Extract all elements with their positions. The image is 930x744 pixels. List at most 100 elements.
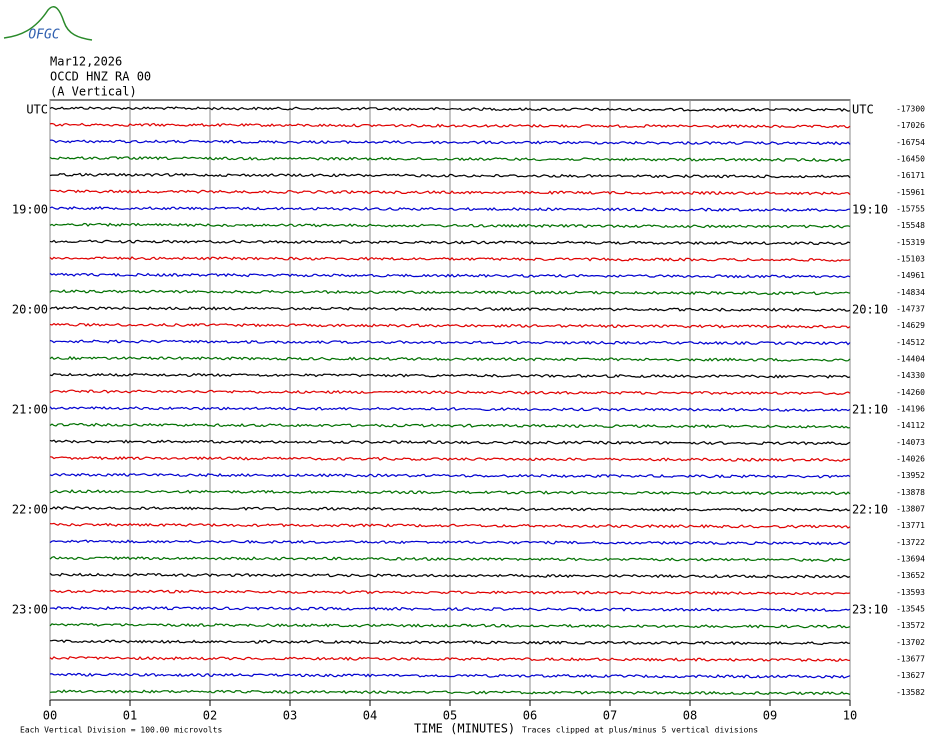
trace bbox=[49, 272, 851, 279]
trace bbox=[49, 656, 851, 662]
left-time-label: 19:00 bbox=[12, 203, 48, 217]
trace-offset: -16171 bbox=[896, 171, 925, 180]
trace-offset: -13878 bbox=[896, 488, 925, 497]
trace bbox=[49, 189, 851, 196]
right-time-label: 22:10 bbox=[852, 503, 888, 517]
trace bbox=[49, 556, 851, 562]
x-tick-label: 01 bbox=[123, 709, 137, 723]
x-tick-label: 09 bbox=[763, 709, 777, 723]
trace-offset: -13807 bbox=[896, 505, 925, 514]
trace-offset: -13627 bbox=[896, 671, 925, 680]
x-axis-label: TIME (MINUTES) bbox=[414, 722, 515, 736]
trace-offset: -16754 bbox=[896, 138, 925, 147]
trace bbox=[49, 622, 851, 629]
trace-offset: -16450 bbox=[896, 155, 925, 164]
trace bbox=[49, 472, 851, 479]
logo-curve bbox=[3, 6, 93, 41]
left-time-label: 23:00 bbox=[12, 603, 48, 617]
trace bbox=[49, 172, 851, 179]
trace bbox=[49, 539, 851, 546]
trace bbox=[49, 289, 851, 296]
trace-offset: -14834 bbox=[896, 288, 925, 297]
trace bbox=[50, 506, 851, 512]
trace-offset: -14196 bbox=[896, 405, 925, 414]
left-time-label: 21:00 bbox=[12, 403, 48, 417]
trace-offset: -13545 bbox=[896, 605, 925, 614]
x-tick-label: 02 bbox=[203, 709, 217, 723]
right-time-label: UTC bbox=[852, 103, 874, 117]
note: Each Vertical Division = 100.00 microvol… bbox=[20, 726, 222, 735]
x-tick-label: 07 bbox=[603, 709, 617, 723]
left-time-label: 22:00 bbox=[12, 503, 48, 517]
trace bbox=[49, 339, 851, 346]
right-time-label: 21:10 bbox=[852, 403, 888, 417]
trace bbox=[49, 589, 851, 596]
trace-offset: -14737 bbox=[896, 305, 925, 314]
trace bbox=[49, 389, 851, 396]
trace bbox=[49, 406, 851, 412]
x-tick-label: 08 bbox=[683, 709, 697, 723]
x-tick-label: 05 bbox=[443, 709, 457, 723]
trace bbox=[49, 122, 851, 129]
trace-offset: -14629 bbox=[896, 321, 925, 330]
trace-offset: -14112 bbox=[896, 421, 925, 430]
x-tick-label: 00 bbox=[43, 709, 57, 723]
trace-offset: -14073 bbox=[896, 438, 925, 447]
trace bbox=[49, 689, 851, 696]
trace bbox=[49, 605, 851, 612]
logo-text: OFGC bbox=[28, 28, 59, 43]
right-time-label: 19:10 bbox=[852, 203, 888, 217]
trace-offset: -15961 bbox=[896, 188, 925, 197]
trace-offset: -13582 bbox=[896, 688, 925, 697]
trace-offset: -14026 bbox=[896, 455, 925, 464]
x-tick-label: 06 bbox=[523, 709, 537, 723]
trace-offset: -15755 bbox=[896, 205, 925, 214]
trace-offset: -17026 bbox=[896, 121, 925, 130]
header-line: Mar12,2026 bbox=[50, 55, 122, 69]
trace bbox=[49, 205, 851, 212]
trace bbox=[49, 422, 851, 429]
trace bbox=[49, 322, 851, 329]
trace-offset: -14512 bbox=[896, 338, 925, 347]
trace-offset: -14404 bbox=[896, 355, 925, 364]
trace bbox=[49, 522, 851, 529]
trace-offset: -14260 bbox=[896, 388, 925, 397]
trace bbox=[49, 572, 851, 579]
logo: OFGC bbox=[3, 6, 93, 43]
trace-offset: -17300 bbox=[896, 105, 925, 114]
x-tick-label: 10 bbox=[843, 709, 857, 723]
left-time-label: UTC bbox=[26, 103, 48, 117]
trace-offset: -14961 bbox=[896, 271, 925, 280]
trace bbox=[49, 639, 851, 646]
trace-offset: -13952 bbox=[896, 471, 925, 480]
trace-offset: -15319 bbox=[896, 238, 925, 247]
trace bbox=[49, 139, 851, 146]
note: Traces clipped at plus/minus 5 vertical … bbox=[522, 726, 758, 735]
header-line: (A Vertical) bbox=[50, 85, 137, 99]
trace bbox=[49, 106, 851, 112]
trace-offset: -13572 bbox=[896, 621, 925, 630]
x-tick-label: 04 bbox=[363, 709, 377, 723]
trace-offset: -13771 bbox=[896, 521, 925, 530]
trace bbox=[49, 672, 851, 679]
trace bbox=[49, 455, 850, 462]
trace-offset: -13702 bbox=[896, 638, 925, 647]
trace-offset: -13722 bbox=[896, 538, 925, 547]
trace-offset: -13593 bbox=[896, 588, 925, 597]
trace bbox=[49, 439, 851, 446]
trace bbox=[49, 306, 851, 312]
trace bbox=[49, 222, 851, 229]
trace bbox=[49, 489, 851, 496]
trace-offset: -13694 bbox=[896, 555, 925, 564]
x-tick-label: 03 bbox=[283, 709, 297, 723]
left-time-label: 20:00 bbox=[12, 303, 48, 317]
trace bbox=[49, 239, 851, 246]
trace-offset: -13652 bbox=[896, 571, 925, 580]
trace-offset: -15103 bbox=[896, 255, 925, 264]
right-time-label: 20:10 bbox=[852, 303, 888, 317]
header-line: OCCD HNZ RA 00 bbox=[50, 70, 151, 84]
trace bbox=[49, 355, 851, 362]
trace bbox=[49, 372, 851, 379]
